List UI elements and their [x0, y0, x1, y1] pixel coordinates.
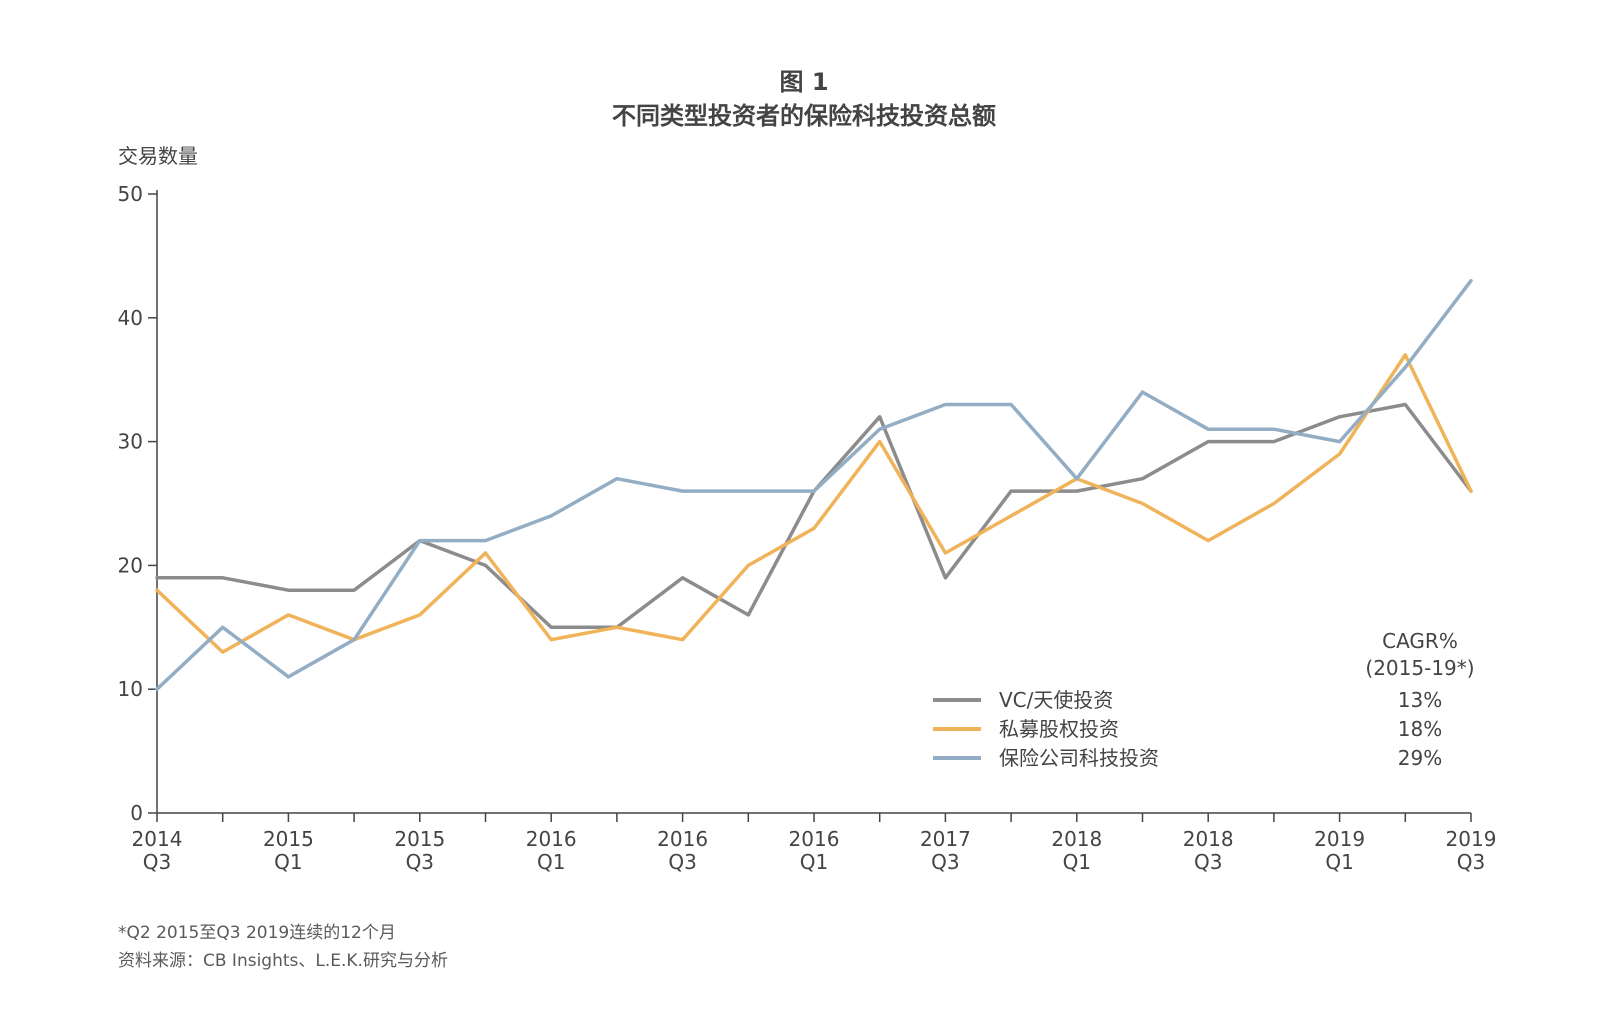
footnote-source: 资料来源：CB Insights、L.E.K.研究与分析	[118, 951, 448, 971]
legend-label-0: VC/天使投资	[999, 688, 1113, 712]
y-tick-label: 20	[118, 553, 143, 577]
legend-label-2: 保险公司科技投资	[999, 746, 1159, 770]
x-tick-label-quarter: Q3	[931, 850, 959, 874]
series-line-0	[155, 402, 1473, 630]
x-tick-label-year: 2019	[1446, 827, 1497, 851]
series-line-1	[155, 353, 1473, 654]
x-tick-label-quarter: Q3	[406, 850, 434, 874]
x-tick-label-year: 2014	[132, 827, 183, 851]
x-tick-label-year: 2019	[1314, 827, 1365, 851]
x-tick-label-year: 2017	[920, 827, 971, 851]
x-tick-label-year: 2016	[526, 827, 577, 851]
y-tick-label: 0	[130, 801, 143, 825]
x-tick-label-quarter: Q1	[1325, 850, 1353, 874]
chart-title: 图 1	[779, 68, 829, 96]
x-tick-label-year: 2015	[263, 827, 314, 851]
x-tick-label-quarter: Q1	[1063, 850, 1091, 874]
legend-cagr-1: 18%	[1398, 717, 1442, 741]
series-line-2	[155, 278, 1473, 691]
y-tick-label: 50	[118, 182, 143, 206]
y-tick-label: 10	[118, 677, 143, 701]
x-tick-label-quarter: Q3	[668, 850, 696, 874]
x-tick-label-quarter: Q1	[800, 850, 828, 874]
x-tick-label-year: 2016	[657, 827, 708, 851]
y-axis-label: 交易数量	[118, 144, 198, 168]
footnote-period: *Q2 2015至Q3 2019连续的12个月	[118, 923, 396, 943]
y-tick-label: 30	[118, 430, 143, 454]
legend-cagr-2: 29%	[1398, 746, 1442, 770]
legend-cagr-0: 13%	[1398, 688, 1442, 712]
x-tick-label-quarter: Q1	[274, 850, 302, 874]
x-tick-label-quarter: Q3	[1194, 850, 1222, 874]
x-tick-label-quarter: Q1	[537, 850, 565, 874]
x-tick-label-year: 2018	[1183, 827, 1234, 851]
x-tick-label-year: 2015	[394, 827, 445, 851]
x-tick-label-year: 2018	[1051, 827, 1102, 851]
legend-header-period: (2015-19*)	[1365, 656, 1474, 680]
chart-subtitle: 不同类型投资者的保险科技投资总额	[612, 102, 996, 130]
x-tick-label-quarter: Q3	[143, 850, 171, 874]
legend-label-1: 私募股权投资	[999, 717, 1119, 741]
y-tick-label: 40	[118, 306, 143, 330]
legend-header-cagr: CAGR%	[1382, 629, 1458, 653]
x-tick-label-quarter: Q3	[1457, 850, 1485, 874]
x-tick-label-year: 2016	[789, 827, 840, 851]
